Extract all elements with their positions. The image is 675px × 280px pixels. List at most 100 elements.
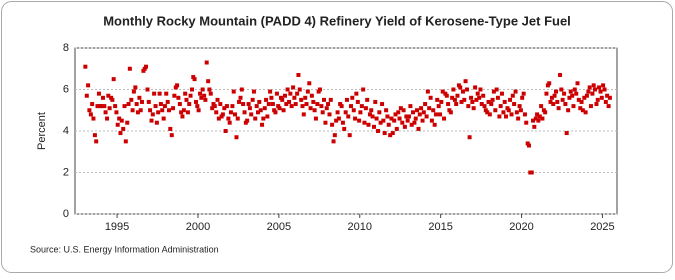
data-point [552,93,557,98]
data-point [185,110,190,115]
data-point [235,116,240,121]
data-point [450,95,455,100]
data-point [367,112,372,117]
data-point [305,89,310,94]
y-tick-label: 8 [63,42,69,54]
data-point [106,93,111,98]
data-point [588,104,593,109]
data-point [188,93,193,98]
data-point [595,97,600,102]
data-point [326,102,331,107]
data-point [518,108,523,113]
chart-title: Monthly Rocky Mountain (PADD 4) Refinery… [103,13,571,28]
data-point [231,89,236,94]
data-point [490,97,495,102]
data-point [471,106,476,111]
data-point [96,91,101,96]
data-point [575,81,580,86]
data-point [386,122,391,127]
data-point [355,99,360,104]
data-point [289,104,294,109]
data-point [175,83,180,88]
data-point [200,87,205,92]
data-point [301,112,306,117]
data-point [165,99,170,104]
data-point [83,64,88,69]
data-point [447,108,452,113]
data-point [237,99,242,104]
data-point [157,91,162,96]
data-point [446,102,451,107]
data-point [607,95,612,100]
data-point [218,102,223,107]
source-note: Source: U.S. Energy Information Administ… [30,244,219,254]
data-point [578,106,583,111]
data-point [284,102,289,107]
data-point [160,108,165,113]
data-point [285,87,290,92]
data-point [493,108,498,113]
data-point [459,99,464,104]
data-point [353,116,358,121]
data-point [102,104,107,109]
data-point [224,104,229,109]
data-point [111,77,116,82]
data-point [410,110,415,115]
data-point [444,93,449,98]
data-point [219,114,224,119]
data-point [177,102,182,107]
data-point [555,99,560,104]
data-point [381,118,386,123]
data-point [268,89,273,94]
data-point [440,89,445,94]
data-point [470,99,475,104]
data-point [214,110,219,115]
data-point [603,99,608,104]
data-point [428,95,433,100]
data-point [400,120,405,125]
data-point [164,91,169,96]
data-point [562,91,567,96]
data-point [570,93,575,98]
data-point [586,89,591,94]
data-point [211,102,216,107]
data-point [145,87,150,92]
data-point [473,85,478,90]
data-point [88,112,93,117]
data-point [529,170,534,175]
data-point [179,110,184,115]
data-point [396,110,401,115]
data-point [374,116,379,121]
data-point [287,99,292,104]
data-point [508,97,513,102]
data-point [277,106,282,111]
data-point [423,102,428,107]
data-point [533,116,538,121]
data-point [265,114,270,119]
data-point [127,66,132,71]
data-point [125,120,130,125]
data-point [137,95,142,100]
data-point [382,131,387,136]
data-point [141,68,146,73]
data-point [90,102,95,107]
data-point [427,106,432,111]
data-point [541,108,546,113]
data-point [431,108,436,113]
data-point [335,110,340,115]
data-point [222,106,227,111]
data-point [238,95,243,100]
data-point [334,118,339,123]
data-point [376,129,381,133]
data-point [601,83,606,88]
data-point [351,108,356,113]
data-point [138,108,143,113]
data-point [567,95,572,100]
data-point [467,135,472,140]
data-point [554,89,559,94]
x-tick-label: 1995 [105,221,129,233]
data-point [103,110,108,115]
data-point [340,120,345,125]
data-point [107,106,112,111]
